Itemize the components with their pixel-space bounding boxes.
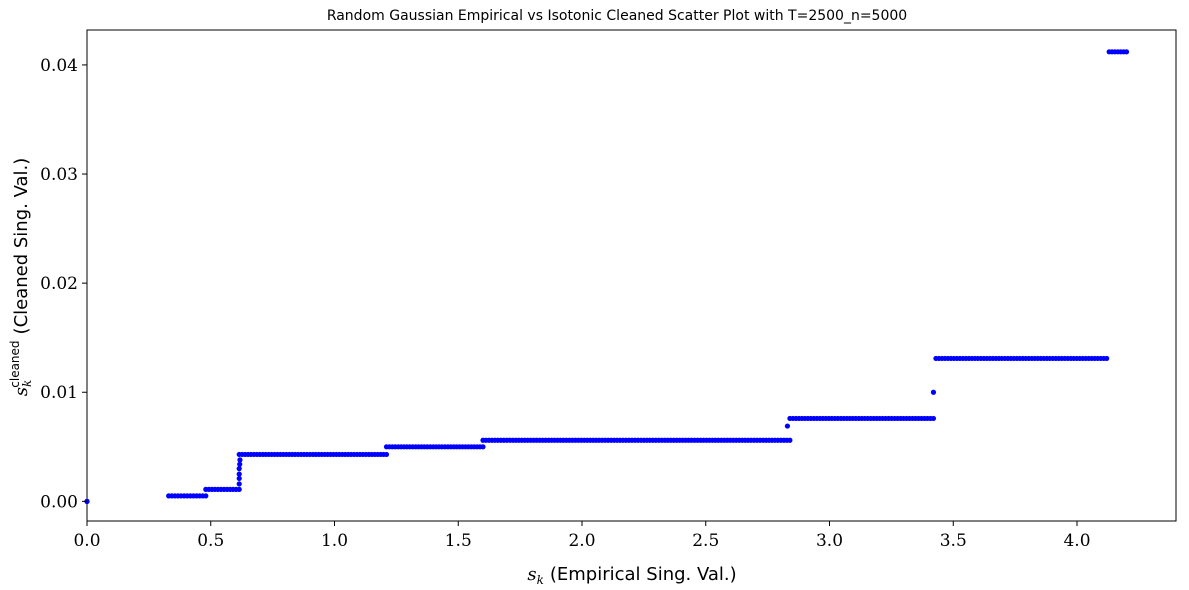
data-point (236, 466, 242, 472)
y-axis-superscript: cleaned (8, 340, 22, 387)
x-axis-symbol: s (527, 564, 536, 585)
y-tick-label: 0.01 (40, 383, 78, 403)
y-axis-symbol: s (11, 387, 32, 396)
x-tick-label: 0.0 (73, 531, 100, 551)
x-tick-label: 0.5 (197, 531, 224, 551)
chart-title: Random Gaussian Empirical vs Isotonic Cl… (327, 8, 907, 24)
data-point (1104, 355, 1110, 362)
y-tick-label: 0.03 (40, 165, 78, 185)
y-tick-label: 0.04 (40, 56, 78, 76)
plot-area (86, 29, 1177, 522)
x-tick-label: 3.0 (816, 531, 843, 551)
x-tick-label: 3.5 (940, 531, 967, 551)
x-axis-subscript: k (537, 573, 544, 587)
x-tick-label: 1.0 (321, 531, 348, 551)
data-point (236, 471, 242, 477)
plot-frame (86, 29, 1177, 522)
data-point (203, 493, 209, 499)
data-point (784, 423, 791, 429)
x-tick-label: 2.5 (692, 531, 719, 551)
x-tick-label: 2.0 (568, 531, 595, 551)
data-point (1123, 49, 1130, 55)
x-axis-text: (Empirical Sing. Val.) (550, 564, 737, 585)
data-point (383, 451, 390, 458)
y-axis-subscript: k (20, 380, 34, 387)
data-point (236, 475, 242, 482)
data-point (236, 486, 242, 492)
y-tick-label: 0.02 (40, 274, 78, 294)
data-point (237, 461, 243, 467)
data-point (236, 481, 242, 487)
data-point (930, 415, 937, 422)
y-axis-text: (Cleaned Sing. Val.) (11, 158, 32, 335)
x-axis-ticks: 0.0 0.5 1.0 1.5 2.0 2.5 3.0 3.5 4.0 (73, 521, 1091, 551)
data-points (84, 49, 1130, 504)
data-point (237, 457, 243, 463)
x-tick-label: 4.0 (1063, 531, 1090, 551)
data-point (480, 444, 486, 450)
data-point (930, 389, 937, 395)
x-axis-label: sk (Empirical Sing. Val.) (527, 564, 736, 587)
data-point (787, 437, 793, 443)
y-tick-label: 0.00 (40, 492, 78, 512)
y-axis-ticks: 0.00 0.01 0.02 0.03 0.04 (40, 56, 87, 512)
y-axis-label: skcleaned (Cleaned Sing. Val.) (8, 158, 34, 397)
x-tick-label: 1.5 (445, 531, 472, 551)
